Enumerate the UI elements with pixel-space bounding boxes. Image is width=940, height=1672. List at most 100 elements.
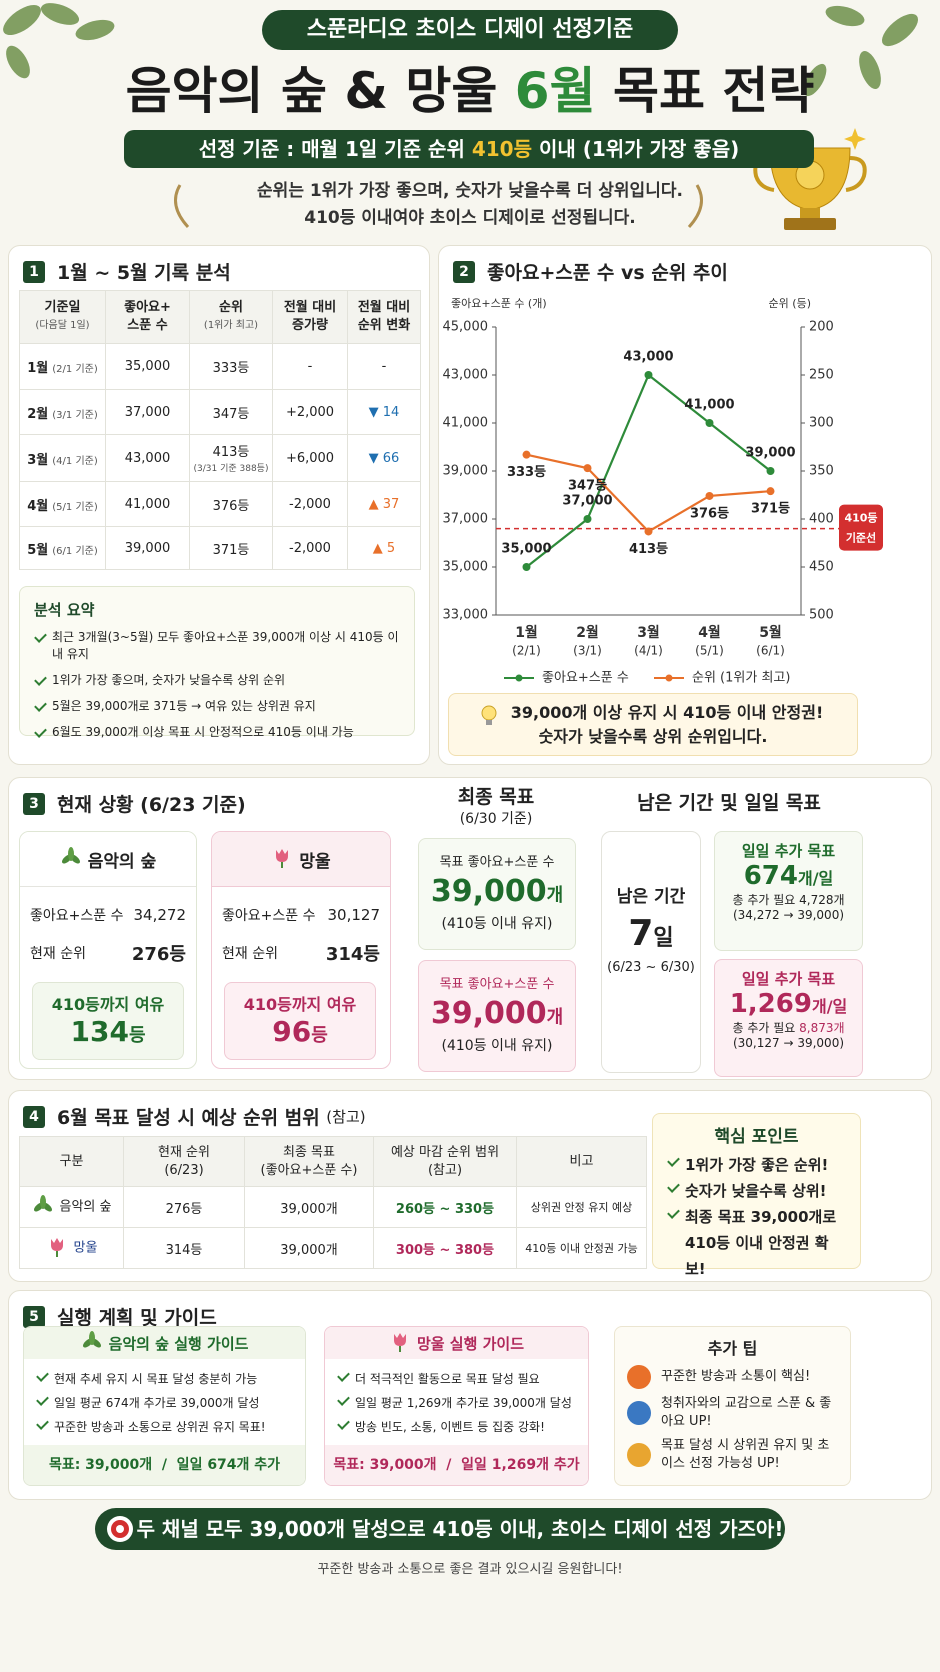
diff: +6,000 [272, 434, 348, 482]
diff: - [272, 343, 348, 390]
header-line: 구분 [59, 1153, 84, 1169]
tip-icon [627, 1443, 651, 1467]
summary-item: 최근 3개월(3~5월) 모두 좋아요+스푼 39,000개 이상 시 410등… [34, 628, 400, 662]
data-row: 5월 (6/1 기준) 39,000 371등 -2,000 ▲ 5 [19, 526, 421, 570]
stat-label: 좋아요+스푼 수 [30, 908, 124, 924]
col-header: 기준일 (다음달 1일) [19, 290, 106, 344]
change: ▼ 14 [347, 389, 421, 435]
icon [32, 1194, 54, 1220]
cell-text: 300등 ~ 380등 [395, 1242, 495, 1258]
section-num: 1 [23, 260, 45, 283]
count: 41,000 [105, 481, 190, 527]
title-note: (참고) [326, 1108, 366, 1126]
y-tick-label: 37,000 [443, 512, 489, 527]
header-line: (1위가 최고) [203, 320, 259, 331]
rank: 371등 [212, 542, 250, 558]
data-label: 43,000 [623, 350, 673, 365]
data-label: 413등 [629, 542, 668, 557]
ellipse [881, 13, 919, 47]
margin-unit: 등 [311, 1025, 328, 1046]
data-label: 371등 [751, 502, 790, 517]
y2-tick-label: 200 [809, 320, 834, 335]
col-header: 구분 [19, 1136, 124, 1187]
total-label: 총 추가 필요 [732, 893, 800, 907]
title-text: 6월 목표 달성 시 예상 순위 범위 [57, 1107, 327, 1129]
rank: 413등 [212, 445, 250, 460]
rank: 333등 [212, 361, 250, 376]
legend-dot [665, 674, 673, 682]
records-table: 기준일 (다음달 1일) 좋아요+ 스푼 수 순위 (1위가 최고) 전월 대비 증가량 전월 … [19, 290, 421, 570]
title-highlight: 6월 [514, 62, 596, 120]
cell-text: 상위권 안정 유지 예상 [530, 1201, 633, 1214]
ellipse [75, 19, 115, 41]
month: 5월 [27, 542, 49, 558]
header-line: (참고) [427, 1162, 463, 1178]
ellipse [39, 1195, 46, 1209]
change: ▲ 5 [347, 526, 421, 570]
guide-footer: 목표: 39,000개 / 일일 674개 추가 [24, 1445, 305, 1485]
data-row: 음악의 숲 276등 39,000개 260등 ~ 330등 상위권 안정 유지 예상 [19, 1186, 647, 1228]
cell: 3월 (4/1 기준) [19, 434, 106, 482]
count: 35,000 [105, 343, 190, 390]
total-value: 4,728개 [799, 893, 845, 907]
days-unit: 일 [653, 926, 674, 951]
header-line: (다음달 1일) [35, 320, 90, 331]
cell: 망울 [19, 1227, 124, 1269]
tips: 추가 팁 꾸준한 방송과 소통이 핵심! 청취자와의 교감으로 스푼 & 좋아요 … [614, 1326, 851, 1486]
cell-text: 410등 이내 안정권 가능 [525, 1242, 638, 1255]
point [766, 467, 775, 475]
footer-note: 꾸준한 방송과 소통으로 좋은 결과 있으시길 응원합니다! [317, 1562, 623, 1577]
channel-header: 음악의 숲 [20, 832, 196, 887]
data-label: 376등 [690, 506, 729, 521]
rect [486, 720, 492, 725]
section-num: 3 [23, 792, 45, 815]
cell-text: 망울 [73, 1240, 98, 1256]
guide-header: 음악의 숲 실행 가이드 [24, 1327, 305, 1359]
bulb-icon [481, 705, 497, 725]
key-item: 1위가 가장 좋은 순위! [667, 1152, 846, 1178]
tip-icon [627, 1401, 651, 1425]
point [705, 491, 714, 500]
daily-value: 674개/일 [715, 861, 862, 891]
leaf-icon [61, 846, 80, 863]
daily-card: 일일 추가 목표 674개/일 총 추가 필요 4,728개 (34,272 → 39… [714, 831, 863, 951]
y-tick-label: 41,000 [443, 416, 489, 431]
point [522, 563, 531, 571]
tips-title: 추가 팁 [707, 1339, 758, 1358]
cell: 상위권 안정 유지 예상 [516, 1186, 647, 1228]
col-header: 좋아요+ 스푼 수 [105, 290, 190, 344]
header-line: 전월 대비 [283, 300, 337, 315]
ellipse [803, 63, 827, 97]
guide-header: 망울 실행 가이드 [325, 1327, 588, 1359]
section-num: 5 [23, 1305, 45, 1328]
section-num: 4 [23, 1105, 45, 1128]
note-line: 410등 이내여야 초이스 디제이로 선정됩니다. [304, 208, 636, 228]
point [583, 464, 592, 473]
margin-label: 410등까지 여유 [51, 995, 165, 1014]
basis: (3/1 기준) [52, 409, 98, 421]
section-num: 2 [453, 260, 475, 283]
change: ▼ 66 [347, 434, 421, 482]
data-row: 1월 (2/1 기준) 35,000 333등 - - [19, 343, 421, 390]
cell: 410등 이내 안정권 가능 [516, 1227, 647, 1269]
reference-label: 410등 [844, 512, 877, 525]
icon [389, 1330, 411, 1356]
tip-item: 목표 달성 시 상위권 유지 및 초이스 선정 가능성 UP! [627, 1437, 838, 1473]
x-tick-note: (6/1) [756, 644, 785, 658]
criteria-part: 이내 (1위가 가장 좋음) [531, 137, 740, 161]
key-item: 최종 목표 39,000개로 410등 이내 안정권 확보! [667, 1204, 846, 1282]
icon [46, 1235, 68, 1261]
guide-item: 일일 평균 674개 추가로 39,000개 달성 [36, 1391, 293, 1415]
data-label: 37,000 [562, 494, 612, 509]
guide-items: 더 적극적인 활동으로 목표 달성 필요 일일 평균 1,269개 추가로 39,… [325, 1359, 588, 1447]
x-tick-note: (5/1) [695, 644, 724, 658]
guide-item: 더 적극적인 활동으로 목표 달성 필요 [337, 1367, 576, 1391]
total-value: 8,873개 [799, 1021, 845, 1035]
col-header: 현재 순위 (6/23) [123, 1136, 245, 1187]
channel-card: 망울 좋아요+스푼 수 30,127 현재 순위 314등 410등까지 여유 96등 [211, 831, 391, 1069]
ellipse [3, 4, 41, 36]
ellipse [40, 3, 80, 25]
rect [800, 208, 820, 218]
guide-title: 망울 실행 가이드 [416, 1334, 525, 1353]
section-title: 5 실행 계획 및 가이드 [23, 1303, 217, 1330]
